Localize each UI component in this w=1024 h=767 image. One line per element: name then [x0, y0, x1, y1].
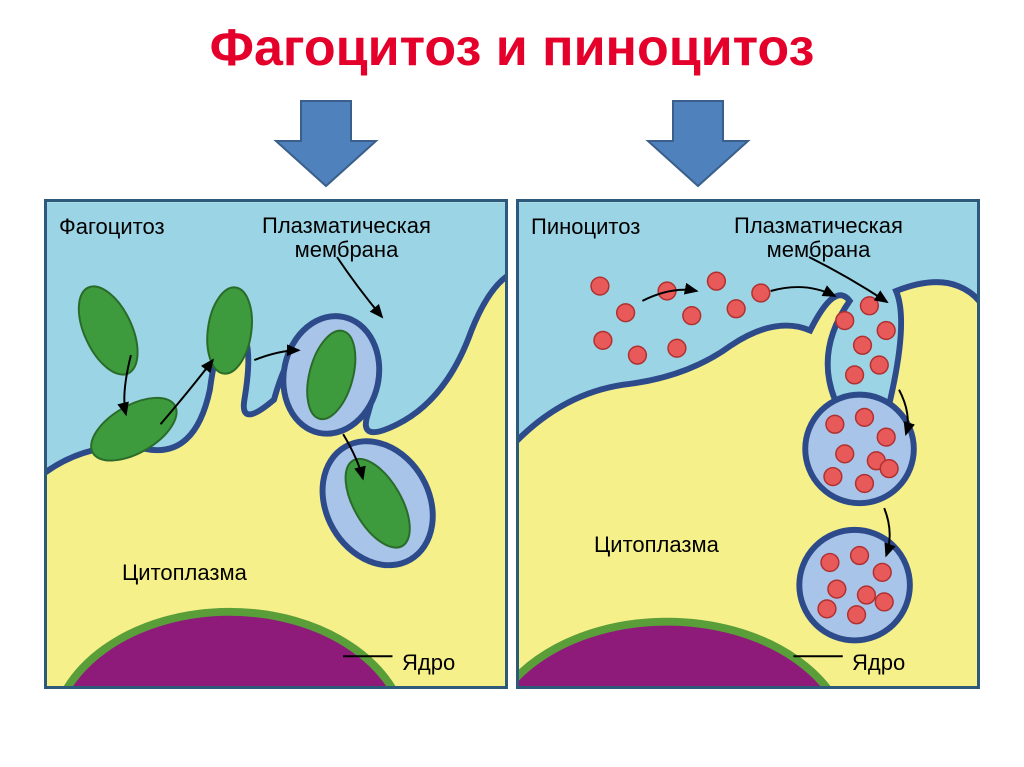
phago-title-label: Фагоцитоз — [59, 214, 165, 240]
arrows-row — [0, 96, 1024, 191]
cytoplasm-label: Цитоплазма — [594, 532, 719, 558]
membrane-l1: Плазматическая — [734, 213, 903, 238]
membrane-lead — [799, 257, 889, 317]
title-text: Фагоцитоз и пиноцитоз — [210, 19, 815, 77]
pinocytosis-panel: Пиноцитоз Плазматическая мембрана Цитопл… — [516, 199, 980, 689]
pino-title-label: Пиноцитоз — [531, 214, 640, 240]
arrow-shape — [276, 101, 376, 186]
nucleus-label: Ядро — [852, 650, 905, 676]
page-title: Фагоцитоз и пиноцитоз — [0, 0, 1024, 78]
phago-svg — [47, 202, 505, 686]
pino-svg — [519, 202, 977, 686]
membrane-lead — [327, 257, 387, 327]
membrane-label: Плазматическая мембрана — [734, 214, 903, 262]
down-arrow-right — [643, 96, 753, 191]
membrane-l1: Плазматическая — [262, 213, 431, 238]
membrane-label: Плазматическая мембрана — [262, 214, 431, 262]
cytoplasm-label: Цитоплазма — [122, 560, 247, 586]
panels-container: Фагоцитоз Плазматическая мембрана Цитопл… — [0, 199, 1024, 689]
phagocytosis-panel: Фагоцитоз Плазматическая мембрана Цитопл… — [44, 199, 508, 689]
nucleus-label: Ядро — [402, 650, 455, 676]
arrow-shape — [648, 101, 748, 186]
down-arrow-left — [271, 96, 381, 191]
